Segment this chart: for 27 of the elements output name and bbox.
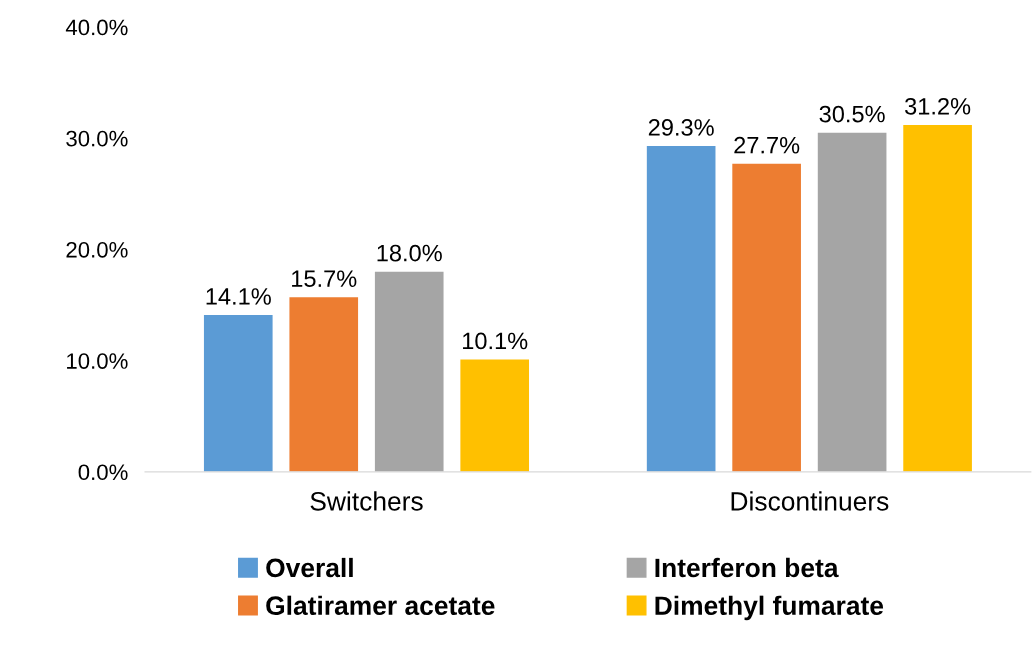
- data-label: 30.5%: [819, 105, 885, 123]
- y-tick-label: 40.0%: [65, 19, 128, 36]
- bar: [203, 315, 273, 472]
- y-tick-label: 0.0%: [78, 464, 128, 481]
- y-tick-label: 20.0%: [66, 241, 128, 258]
- data-label: 31.2%: [905, 97, 971, 115]
- legend-label: Dimethyl fumarate: [655, 595, 884, 621]
- data-label: 14.1%: [206, 288, 271, 305]
- bar: [289, 297, 359, 472]
- legend-label: Interferon beta: [655, 557, 839, 578]
- data-label: 15.7%: [292, 270, 357, 288]
- y-tick-label: 10.0%: [67, 353, 128, 369]
- data-label: 29.3%: [648, 119, 714, 136]
- x-tick-label: Discontinuers: [731, 491, 889, 511]
- bar: [903, 124, 972, 472]
- bar: [646, 146, 716, 472]
- bar: [732, 163, 801, 472]
- y-tick-label: 30.0%: [66, 130, 128, 147]
- bar: [374, 271, 444, 472]
- bar: [817, 132, 887, 472]
- data-label: 10.1%: [463, 332, 528, 350]
- bar: [460, 359, 530, 472]
- legend-label: Overall: [266, 557, 353, 578]
- x-tick-label: Switchers: [310, 491, 423, 511]
- legend-label: Glatiramer acetate: [266, 595, 495, 616]
- data-label: 27.7%: [734, 136, 800, 154]
- data-label: 18.0%: [377, 244, 442, 262]
